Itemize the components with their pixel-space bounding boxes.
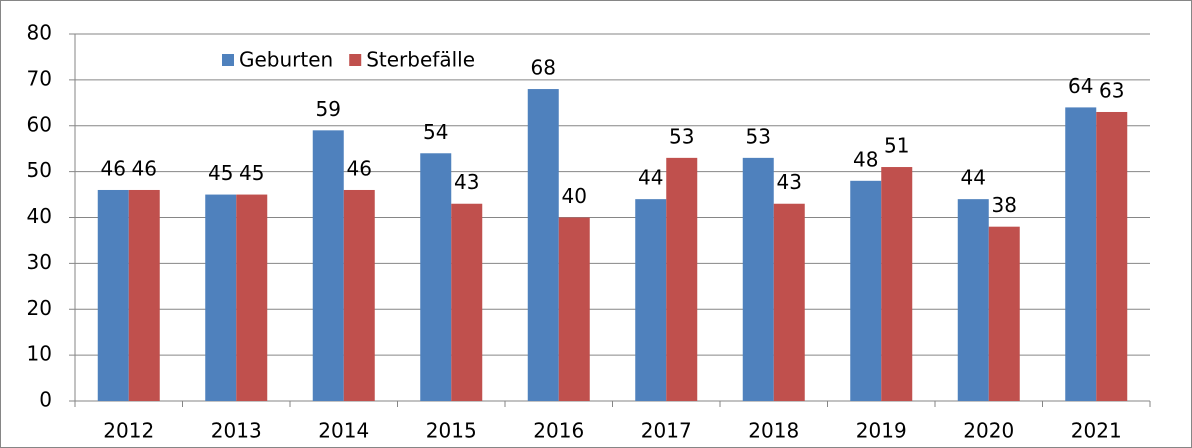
legend-swatch: [349, 54, 362, 66]
legend-label: Sterbefälle: [366, 48, 475, 72]
bar: [742, 157, 774, 401]
bar: [343, 189, 375, 401]
bar: [527, 89, 559, 402]
x-tick-label: 2017: [641, 419, 692, 443]
data-label: 43: [777, 170, 802, 194]
x-tick-label: 2015: [426, 419, 477, 443]
data-label: 53: [669, 124, 694, 148]
bar: [773, 203, 805, 401]
data-label: 63: [1099, 78, 1124, 102]
data-label: 45: [208, 161, 233, 185]
bar: [236, 194, 268, 401]
bar: [850, 180, 882, 401]
x-tick-label: 2018: [748, 419, 799, 443]
data-label: 46: [132, 156, 157, 180]
y-tick-label: 50: [27, 158, 52, 182]
x-tick-label: 2020: [963, 419, 1014, 443]
data-label: 40: [562, 184, 587, 208]
x-tick-label: 2014: [318, 419, 369, 443]
data-label: 64: [1068, 74, 1093, 98]
x-tick-label: 2019: [856, 419, 907, 443]
data-label: 46: [347, 156, 372, 180]
y-tick-label: 30: [27, 250, 52, 274]
y-tick-label: 60: [27, 112, 52, 136]
bar: [312, 130, 344, 401]
data-label: 53: [746, 124, 771, 148]
bar: [128, 189, 160, 401]
legend-swatch: [222, 54, 234, 66]
bar: [666, 157, 698, 401]
bar: [558, 217, 590, 401]
y-tick-label: 70: [27, 66, 52, 90]
y-tick-label: 20: [27, 296, 52, 320]
data-label: 43: [454, 170, 479, 194]
bar: [97, 189, 129, 401]
y-tick-label: 10: [27, 342, 52, 366]
bar: [881, 167, 913, 401]
data-label: 46: [101, 156, 126, 180]
y-tick-label: 40: [27, 204, 52, 228]
bar: [451, 203, 483, 401]
bar: [205, 194, 237, 401]
bar: [420, 153, 452, 401]
y-tick-label: 80: [27, 21, 52, 45]
data-label: 44: [638, 166, 663, 190]
x-tick-label: 2016: [533, 419, 584, 443]
data-label: 45: [239, 161, 264, 185]
y-tick-label: 0: [39, 388, 52, 412]
bar: [1096, 111, 1128, 402]
bar: [957, 199, 989, 401]
data-label: 59: [316, 97, 341, 121]
data-label: 54: [423, 120, 448, 144]
bar: [1065, 107, 1097, 402]
legend-label: Geburten: [239, 48, 333, 72]
data-label: 48: [853, 147, 878, 171]
x-tick-label: 2021: [1071, 419, 1122, 443]
data-label: 68: [531, 56, 556, 80]
x-tick-label: 2013: [211, 419, 262, 443]
data-label: 44: [961, 166, 986, 190]
data-label: 38: [992, 193, 1017, 217]
data-label: 51: [884, 134, 909, 158]
bar: [635, 199, 667, 401]
bar: [988, 226, 1020, 401]
x-tick-label: 2012: [103, 419, 154, 443]
